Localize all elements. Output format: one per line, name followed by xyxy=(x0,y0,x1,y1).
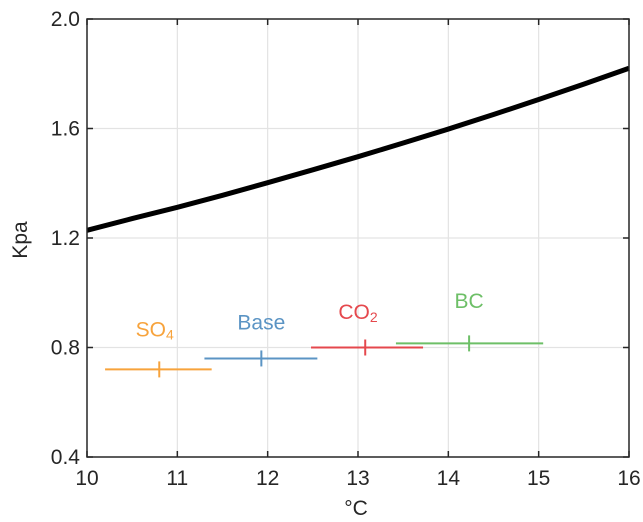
x-tick-label-1: 11 xyxy=(166,467,188,490)
series-label-name-3: BC xyxy=(455,290,484,313)
axes: 10 11 12 13 14 15 16 0.4 0.8 1.2 1.6 2.0 xyxy=(51,8,641,490)
curve-line xyxy=(86,65,630,233)
x-tick-label-3: 13 xyxy=(346,467,369,490)
y-tick-label-1: 0.8 xyxy=(51,337,80,360)
series-label-name-0: SO xyxy=(136,319,166,342)
x-tick-label-0: 10 xyxy=(75,467,98,490)
series-label-3: BC xyxy=(455,290,484,313)
x-tick-label-2: 12 xyxy=(256,467,279,490)
series-label-0: SO4 xyxy=(136,319,174,343)
series-2: CO2 xyxy=(311,301,424,356)
y-tick-label-2: 1.2 xyxy=(51,227,80,250)
series-3: BC xyxy=(395,290,544,352)
series-0: SO4 xyxy=(105,319,212,378)
series-label-name-1: Base xyxy=(237,312,285,335)
series-label-2: CO2 xyxy=(338,301,378,325)
x-tick-label-4: 14 xyxy=(437,467,461,490)
series-1: Base xyxy=(204,312,318,367)
series-label-subscript-2: 2 xyxy=(370,309,378,325)
plot-data: SO4 Base CO2 BC xyxy=(86,65,630,378)
x-tick-label-5: 15 xyxy=(527,467,550,490)
series-label-1: Base xyxy=(237,312,285,335)
y-axis-label: Kpa xyxy=(9,221,32,259)
y-tick-label-0: 0.4 xyxy=(51,446,81,469)
series-label-name-2: CO xyxy=(338,301,370,324)
x-tick-label-6: 16 xyxy=(617,467,640,490)
y-tick-label-4: 2.0 xyxy=(51,8,80,31)
axis-labels: Kpa °C xyxy=(9,221,368,520)
y-tick-label-3: 1.6 xyxy=(51,118,80,141)
x-axis-label: °C xyxy=(344,497,368,517)
series-label-subscript-0: 4 xyxy=(166,327,174,343)
